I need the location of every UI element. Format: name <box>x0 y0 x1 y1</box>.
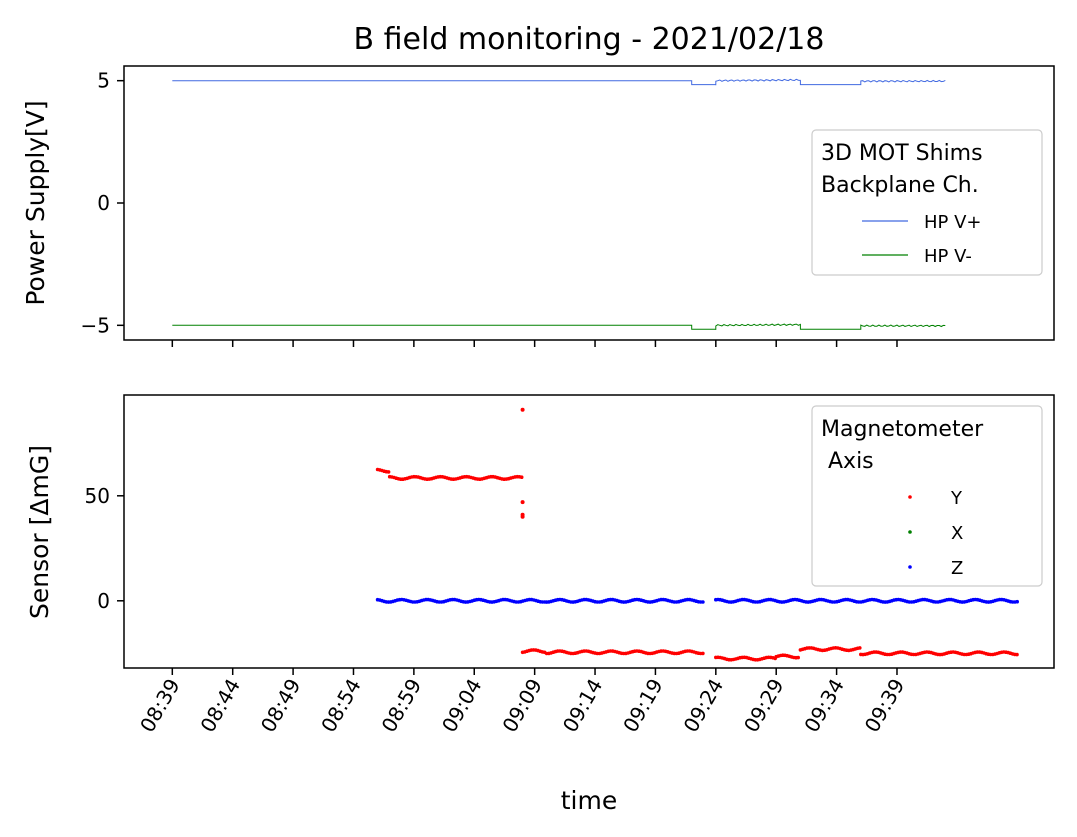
bottom-xtick-label: 09:14 <box>558 675 608 737</box>
top-legend-title-line-2: Backplane Ch. <box>821 173 979 198</box>
data-point-y <box>1015 652 1019 657</box>
series-line-hp-v- <box>172 323 946 330</box>
legend-marker-z <box>908 565 912 569</box>
power-supply-panel: 5 0 −5 Power Supply[V] 3D MOT Shims Backpl… <box>21 65 1055 347</box>
bottom-y-axis-label: Sensor [ΔmG] <box>25 445 54 619</box>
bottom-legend-title-line-1: Magnetometer <box>821 417 984 442</box>
top-series-group <box>172 78 946 330</box>
data-point-y-outlier <box>520 500 525 505</box>
top-ytick-label: 0 <box>97 191 110 215</box>
series-y <box>375 407 1019 662</box>
legend-label-hp-v-minus: HP V- <box>924 246 972 267</box>
data-point-y <box>386 470 391 474</box>
bottom-ytick-label: 0 <box>97 589 110 613</box>
top-legend: 3D MOT Shims Backplane Ch. HP V+ HP V- <box>811 129 1043 276</box>
data-point-y <box>701 651 705 656</box>
top-y-axis-label: Power Supply[V] <box>21 100 50 305</box>
legend-label-hp-v-plus: HP V+ <box>924 212 982 233</box>
bottom-ytick-label: 50 <box>85 484 110 508</box>
series-line-hp-v- <box>172 78 946 86</box>
data-point-y-outlier <box>520 407 525 412</box>
chart-title: B field monitoring - 2021/02/18 <box>354 22 825 57</box>
data-point-z <box>1015 599 1019 604</box>
bottom-y-ticks: 50 0 <box>85 484 124 613</box>
data-point-y-outlier <box>520 514 525 519</box>
top-ytick-label: 5 <box>97 69 110 93</box>
bottom-xtick-label: 08:44 <box>195 675 245 737</box>
data-point-y <box>858 646 862 650</box>
bottom-plot-frame <box>123 394 1055 669</box>
bottom-xtick-label: 09:39 <box>860 675 910 737</box>
sensor-panel: 500 08:39 08:44 08:49 08:54 08:59 09:04 09:09 0… <box>25 394 1055 815</box>
top-ytick-label: −5 <box>81 313 110 337</box>
data-point-z <box>701 600 705 604</box>
bottom-xtick-label: 08:39 <box>135 675 185 737</box>
bottom-xtick-label: 09:29 <box>739 675 789 737</box>
bottom-xtick-label: 08:54 <box>316 675 366 737</box>
bottom-xtick-label: 08:59 <box>377 675 427 737</box>
bottom-xtick-label: 09:24 <box>679 675 729 737</box>
bottom-xtick-label: 09:09 <box>497 675 547 737</box>
bottom-legend-title-line-2: Axis <box>821 449 874 474</box>
legend-marker-x <box>908 530 912 534</box>
bottom-xtick-label: 09:19 <box>618 675 668 737</box>
bottom-x-ticks: 08:39 08:44 08:49 08:54 08:59 09:04 09:09 09:14… <box>135 668 909 736</box>
legend-label-x: X <box>951 523 963 544</box>
bottom-legend: Magnetometer Axis Y X Z <box>811 405 1043 587</box>
bottom-legend-box <box>811 405 1043 587</box>
data-point-y <box>519 475 524 480</box>
legend-marker-y <box>908 495 912 499</box>
x-axis-label: time <box>561 786 617 815</box>
bottom-series-group <box>375 407 1019 662</box>
top-legend-box <box>811 129 1043 276</box>
top-legend-title-line-1: 3D MOT Shims <box>821 141 983 166</box>
bottom-xtick-label: 08:49 <box>256 675 306 737</box>
top-x-ticks <box>171 340 898 347</box>
top-y-ticks: 5 0 −5 <box>81 69 124 337</box>
bottom-xtick-label: 09:34 <box>799 675 849 737</box>
legend-label-y: Y <box>950 488 963 509</box>
bottom-xtick-label: 09:04 <box>437 675 487 737</box>
legend-label-z: Z <box>951 558 963 579</box>
series-z <box>375 597 1019 604</box>
data-point-y <box>796 655 800 660</box>
